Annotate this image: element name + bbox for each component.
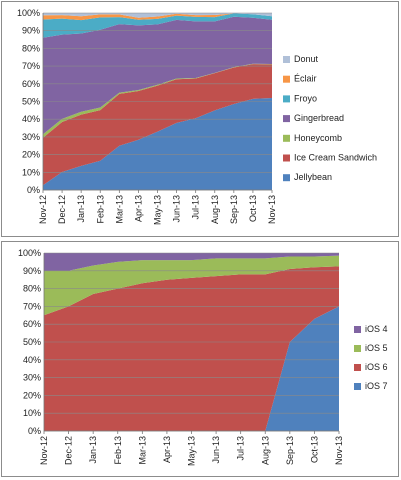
- android-x-tick-label: Apr-13: [133, 195, 143, 222]
- ios-x-tick-label: Nov-13: [334, 436, 344, 465]
- ios-x-tick-label: Oct-13: [309, 436, 319, 463]
- android-legend-label-gingerbread: Gingerbread: [294, 113, 344, 123]
- ios-x-tick-label: Dec-12: [64, 436, 74, 465]
- android-distribution-chart: 0% 10% 20% 30% 40% 50% 60% 70% 80% 90% 100% Nov-12 D…: [1, 1, 399, 237]
- ios-legend-label-ios-6: iOS 6: [365, 362, 388, 372]
- android-legend-swatch-eclair: [283, 75, 290, 83]
- android-x-tick-label: Nov-12: [38, 195, 48, 224]
- android-legend-swatch-donut: [283, 56, 290, 63]
- ios-y-tick-label: 50%: [23, 337, 41, 347]
- ios-y-tick-label: 70%: [23, 301, 41, 311]
- ios-x-tick-label: Feb-13: [113, 436, 123, 465]
- ios-area-ios-6: [44, 266, 339, 431]
- ios-legend-swatch-ios-4: [354, 326, 361, 333]
- android-area-donut: [43, 13, 272, 18]
- android-x-tick-label: Oct-13: [248, 195, 258, 222]
- android-y-tick-label: 20%: [22, 150, 40, 160]
- android-y-tick-label: 70%: [22, 61, 40, 71]
- android-x-tick-label: Dec-12: [57, 195, 67, 224]
- android-y-tick-label: 40%: [22, 114, 40, 124]
- ios-x-tick-label: Jul-13: [236, 436, 246, 461]
- ios-x-tick-label: Jun-13: [211, 436, 221, 464]
- android-chart-svg: 0% 10% 20% 30% 40% 50% 60% 70% 80% 90% 100% Nov-12 D…: [17, 8, 377, 225]
- android-legend-label-ice-cream-sandwich: Ice Cream Sandwich: [294, 153, 377, 163]
- android-x-tick-label: Mar-13: [114, 195, 124, 224]
- android-y-tick-label: 0%: [27, 185, 40, 195]
- ios-chart-svg: 0% 10% 20% 30% 40% 50% 60% 70% 80% 90% 100% Nov-12 D…: [18, 248, 388, 466]
- android-x-tick-label: Jul-13: [191, 195, 201, 220]
- android-y-tick-label: 60%: [22, 79, 40, 89]
- android-area-froyo: [43, 13, 272, 38]
- android-y-tick-label: 30%: [22, 132, 40, 142]
- android-y-tick-label: 90%: [22, 26, 40, 36]
- android-legend-swatch-froyo: [283, 95, 290, 103]
- ios-area-ios-7: [44, 306, 339, 431]
- android-area-gingerbread: [43, 16, 272, 135]
- ios-x-tick-label: Mar-13: [137, 436, 147, 465]
- android-x-tick-label: Jun-13: [172, 195, 182, 223]
- android-y-tick-label: 10%: [22, 167, 40, 177]
- android-x-tick-label: Feb-13: [95, 195, 105, 224]
- android-y-tick-label: 50%: [22, 97, 40, 107]
- ios-x-tick-label: May-13: [187, 436, 197, 466]
- android-legend-label-donut: Donut: [294, 54, 319, 64]
- android-x-tick-label: May-13: [153, 195, 163, 225]
- android-area-ice-cream-sandwich: [43, 64, 272, 186]
- android-legend-label-froyo: Froyo: [294, 93, 317, 103]
- ios-y-tick-label: 0%: [28, 426, 41, 436]
- ios-legend-label-ios-7: iOS 7: [365, 381, 388, 391]
- ios-y-tick-label: 100%: [18, 248, 41, 258]
- ios-y-tick-label: 90%: [23, 266, 41, 276]
- android-legend-label-eclair: Éclair: [294, 74, 317, 84]
- ios-legend-label-ios-4: iOS 4: [365, 324, 388, 334]
- ios-y-tick-label: 20%: [23, 390, 41, 400]
- ios-y-tick-label: 30%: [23, 373, 41, 383]
- android-legend-swatch-gingerbread: [283, 115, 290, 123]
- ios-y-tick-label: 80%: [23, 284, 41, 294]
- android-legend-swatch-jellybean: [283, 174, 290, 182]
- ios-legend-label-ios-5: iOS 5: [365, 343, 388, 353]
- ios-x-tick-label: Sep-13: [285, 436, 295, 465]
- ios-legend-swatch-ios-6: [354, 364, 361, 371]
- android-x-tick-label: Aug-13: [210, 195, 220, 224]
- android-x-tick-label: Jan-13: [76, 195, 86, 223]
- ios-y-tick-label: 40%: [23, 355, 41, 365]
- android-legend-swatch-ice-cream-sandwich: [283, 154, 290, 162]
- android-legend-swatch-honeycomb: [283, 134, 290, 142]
- android-x-tick-label: Nov-13: [267, 195, 277, 224]
- android-x-tick-label: Sep-13: [229, 195, 239, 224]
- ios-x-tick-label: Nov-12: [39, 436, 49, 465]
- android-y-tick-label: 80%: [22, 43, 40, 53]
- android-area-jellybean: [43, 97, 272, 190]
- ios-legend-swatch-ios-7: [354, 383, 361, 390]
- ios-distribution-chart: 0% 10% 20% 30% 40% 50% 60% 70% 80% 90% 100% Nov-12 D…: [1, 241, 399, 477]
- android-area-eclair: [43, 13, 272, 21]
- ios-x-tick-label: Jan-13: [88, 436, 98, 464]
- ios-y-tick-label: 10%: [23, 408, 41, 418]
- android-y-tick-label: 100%: [17, 8, 40, 18]
- ios-x-tick-label: Apr-13: [162, 436, 172, 463]
- android-legend-label-honeycomb: Honeycomb: [294, 133, 342, 143]
- ios-y-tick-label: 60%: [23, 319, 41, 329]
- ios-area-ios-4: [44, 253, 339, 271]
- android-legend-label-jellybean: Jellybean: [294, 172, 332, 182]
- ios-legend-swatch-ios-5: [354, 345, 361, 352]
- ios-x-tick-label: Aug-13: [260, 436, 270, 465]
